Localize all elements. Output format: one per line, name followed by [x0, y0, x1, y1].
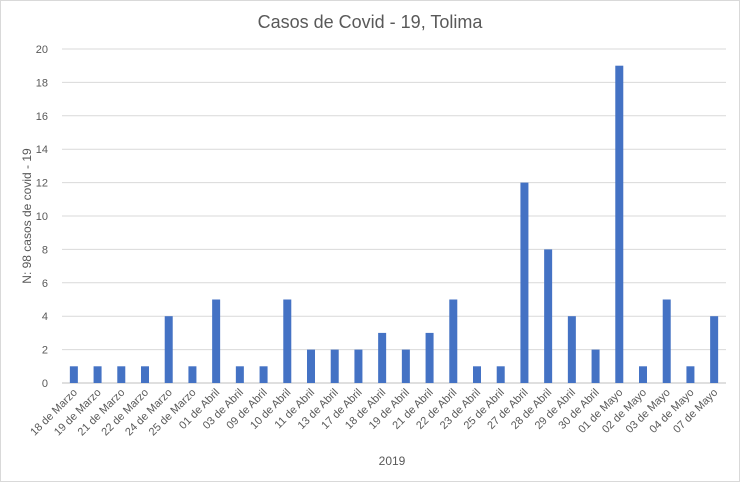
y-tick-labels: 0 2 4 6 8 10 12 14 16 18 20 — [36, 44, 48, 390]
y-tick-label: 20 — [36, 44, 48, 56]
y-tick-label: 14 — [36, 144, 48, 156]
bar — [330, 349, 339, 383]
bar — [259, 366, 268, 383]
bar — [473, 366, 481, 383]
bar — [686, 366, 695, 383]
y-axis-title: N: 98 casos de covid - 19 — [20, 148, 34, 284]
y-tick-label: 4 — [42, 311, 48, 323]
bar — [639, 366, 647, 383]
bar — [662, 299, 671, 383]
bar — [567, 316, 576, 383]
bar — [69, 366, 78, 383]
bar — [449, 299, 458, 383]
bar — [235, 366, 244, 383]
bar — [141, 366, 149, 383]
bar — [212, 299, 221, 383]
bar — [710, 316, 719, 383]
bar — [591, 349, 600, 383]
bar — [615, 65, 624, 383]
bar — [283, 299, 292, 383]
bar — [496, 366, 505, 383]
bar — [544, 249, 553, 383]
y-tick-label: 10 — [36, 211, 48, 223]
y-tick-label: 18 — [36, 77, 48, 89]
bar — [307, 349, 315, 383]
y-tick-label: 8 — [42, 244, 48, 256]
bar — [425, 332, 434, 383]
bar — [188, 366, 197, 383]
chart-title: Casos de Covid - 19, Tolima — [257, 12, 483, 32]
x-axis-title: 2019 — [379, 454, 406, 468]
y-tick-label: 12 — [36, 178, 48, 190]
bar — [117, 366, 126, 383]
bar — [520, 182, 529, 383]
y-tick-label: 2 — [42, 345, 48, 357]
bar — [354, 349, 363, 383]
y-tick-label: 0 — [42, 378, 48, 390]
bar — [401, 349, 410, 383]
bar — [378, 332, 387, 383]
bars — [69, 65, 719, 383]
bar — [93, 366, 102, 383]
gridlines — [62, 48, 726, 384]
bar — [164, 316, 173, 383]
y-tick-label: 6 — [42, 278, 48, 290]
y-tick-label: 16 — [36, 111, 48, 123]
